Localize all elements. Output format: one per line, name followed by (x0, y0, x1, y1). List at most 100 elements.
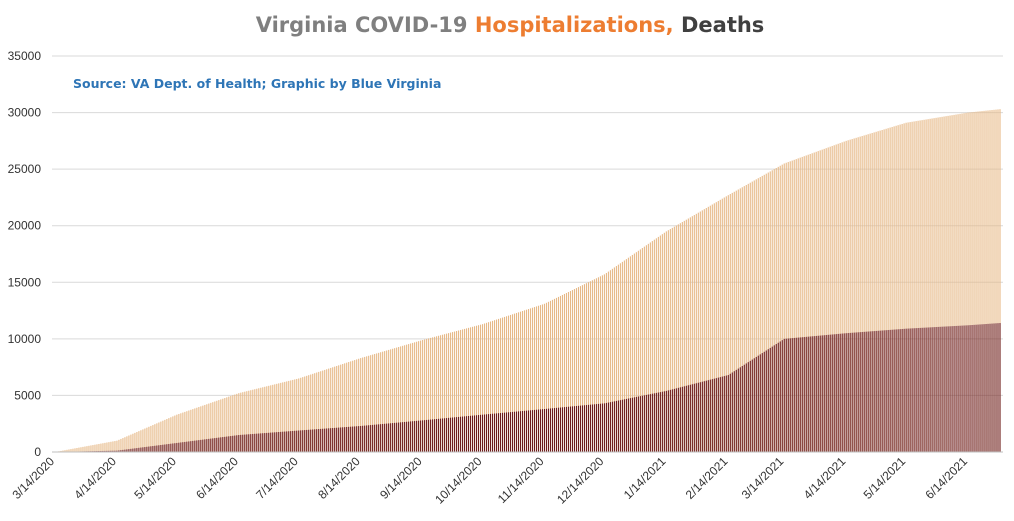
deaths-bar (867, 331, 869, 452)
hospitalizations-bar (977, 111, 979, 452)
deaths-bar (591, 404, 593, 452)
hospitalizations-bar (168, 418, 170, 452)
hospitalizations-bar (148, 426, 150, 452)
hospitalizations-bar (571, 290, 573, 452)
deaths-bar (751, 359, 753, 452)
deaths-bar (360, 425, 362, 452)
deaths-bar (350, 426, 352, 452)
deaths-bar (991, 323, 993, 452)
deaths-bar (901, 328, 903, 452)
hospitalizations-bar (316, 372, 318, 452)
hospitalizations-bar (819, 150, 821, 452)
hospitalizations-bar (212, 402, 214, 452)
deaths-bar (793, 337, 795, 452)
deaths-bar (272, 432, 274, 452)
deaths-bar (442, 418, 444, 452)
deaths-bar (815, 335, 817, 452)
hospitalizations-bar (372, 354, 374, 452)
hospitalizations-bar (881, 130, 883, 452)
deaths-bar (913, 328, 915, 452)
hospitalizations-bar (304, 376, 306, 452)
deaths-bar (549, 408, 552, 452)
hospitalizations-bar (322, 370, 324, 452)
deaths-bar (895, 329, 897, 452)
hospitalizations-bar (166, 419, 168, 452)
deaths-bar (228, 436, 230, 452)
hospitalizations-bar (84, 446, 86, 452)
bars (56, 109, 1001, 453)
deaths-bar (597, 403, 599, 452)
deaths-bar (462, 416, 464, 452)
hospitalizations-bar (843, 141, 845, 452)
hospitalizations-bar (300, 377, 302, 452)
hospitalizations-bar (460, 329, 462, 452)
hospitalizations-bar (410, 343, 412, 452)
hospitalizations-bar (693, 215, 695, 452)
hospitalizations-bar (418, 341, 420, 452)
hospitalizations-bar (999, 109, 1001, 453)
hospitalizations-bar (657, 236, 659, 452)
deaths-bar (975, 324, 977, 452)
hospitalizations-bar (829, 146, 831, 452)
hospitalizations-bar (909, 122, 911, 452)
x-tick-label: 6/14/2020 (193, 454, 241, 502)
deaths-bar (791, 338, 793, 452)
deaths-bar (198, 440, 200, 452)
hospitalizations-bar (599, 276, 601, 452)
hospitalizations-bar (342, 364, 344, 452)
deaths-bar (547, 408, 550, 452)
hospitalizations-bar (184, 411, 186, 452)
deaths-bar (653, 393, 655, 452)
deaths-bar (288, 431, 290, 452)
hospitalizations-bar (695, 213, 697, 452)
deaths-bar (164, 444, 166, 452)
hospitalizations-bar (444, 334, 446, 452)
hospitalizations-bar (931, 118, 933, 452)
deaths-bar (769, 347, 771, 452)
hospitalizations-bar (781, 164, 783, 452)
deaths-bar (675, 388, 677, 452)
deaths-bar (342, 427, 344, 452)
deaths-bar (324, 428, 326, 452)
deaths-bar (106, 450, 108, 452)
hospitalizations-bar (787, 162, 789, 452)
hospitalizations-bar (378, 352, 380, 452)
hospitalizations-bar (505, 316, 508, 452)
deaths-bar (348, 426, 350, 452)
hospitalizations-bar (356, 359, 358, 452)
deaths-bar (154, 445, 156, 452)
hospitalizations-bar (541, 304, 544, 452)
deaths-bar (581, 405, 583, 452)
hospitalizations-bar (601, 275, 603, 452)
hospitalizations-bar (98, 443, 100, 452)
hospitalizations-bar (743, 186, 745, 453)
deaths-bar (563, 407, 566, 452)
hospitalizations-bar (384, 351, 386, 452)
x-tick-label: 11/14/2020 (495, 454, 547, 506)
deaths-bar (292, 430, 294, 452)
hospitalizations-bar (529, 308, 532, 452)
deaths-bar (639, 396, 641, 452)
hospitalizations-bar (392, 348, 394, 452)
hospitalizations-bar (388, 349, 390, 452)
hospitalizations-bar (575, 288, 577, 452)
hospitalizations-bar (963, 113, 965, 452)
hospitalizations-bar (847, 140, 849, 452)
hospitalizations-bar (797, 158, 799, 452)
deaths-bar (380, 424, 382, 452)
hospitalizations-bar (799, 157, 801, 452)
hospitalizations-bar (929, 118, 931, 452)
deaths-bar (685, 385, 687, 452)
hospitalizations-bar (440, 335, 442, 452)
deaths-bar (903, 328, 905, 452)
deaths-bar (511, 411, 514, 452)
deaths-bar (981, 324, 983, 452)
deaths-bar (310, 429, 312, 452)
deaths-bar (100, 450, 102, 452)
hospitalizations-bar (320, 371, 322, 452)
hospitalizations-bar (354, 360, 356, 452)
hospitalizations-bar (851, 139, 853, 453)
deaths-bar (448, 417, 450, 452)
hospitalizations-bar (933, 118, 935, 452)
